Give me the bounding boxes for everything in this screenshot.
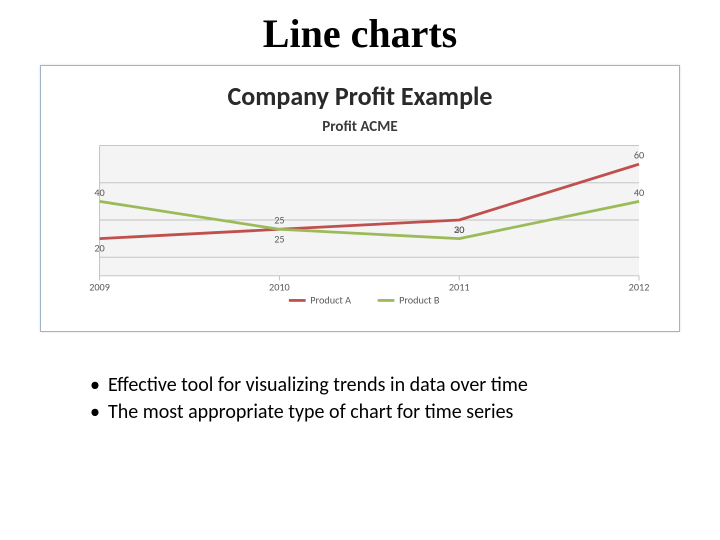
svg-text:20: 20 <box>94 242 104 255</box>
svg-text:2010: 2010 <box>269 281 290 294</box>
chart-title: Company Profit Example <box>67 80 653 112</box>
slide: Line charts Company Profit Example Profi… <box>0 0 720 540</box>
svg-text:40: 40 <box>94 186 104 199</box>
chart-subtitle: Profit ACME <box>67 118 653 136</box>
bullet-list: Effective tool for visualizing trends in… <box>30 372 690 426</box>
svg-text:60: 60 <box>634 149 644 162</box>
chart-inner: Company Profit Example Profit ACME 2009 2… <box>59 76 661 319</box>
svg-text:2011: 2011 <box>449 281 470 294</box>
slide-title: Line charts <box>30 10 690 57</box>
svg-text:20: 20 <box>454 223 464 236</box>
svg-text:Product A: Product A <box>310 294 351 307</box>
svg-text:25: 25 <box>274 214 284 227</box>
svg-text:2012: 2012 <box>629 281 650 294</box>
bullet-item: Effective tool for visualizing trends in… <box>90 372 690 399</box>
svg-text:25: 25 <box>274 232 284 245</box>
svg-text:40: 40 <box>634 186 644 199</box>
chart-card: Company Profit Example Profit ACME 2009 2… <box>40 65 680 332</box>
svg-text:Product B: Product B <box>399 294 440 307</box>
line-chart: 20092010201120122025306040252040Product … <box>67 140 653 313</box>
svg-text:2009: 2009 <box>89 281 110 294</box>
bullet-item: The most appropriate type of chart for t… <box>90 399 690 426</box>
